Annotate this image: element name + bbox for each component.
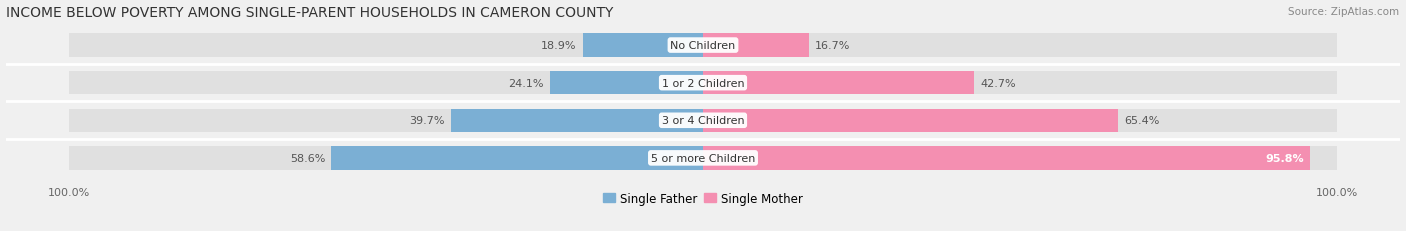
Bar — [550, 72, 703, 95]
Text: 16.7%: 16.7% — [815, 41, 851, 51]
Text: INCOME BELOW POVERTY AMONG SINGLE-PARENT HOUSEHOLDS IN CAMERON COUNTY: INCOME BELOW POVERTY AMONG SINGLE-PARENT… — [6, 6, 613, 19]
Text: 1 or 2 Children: 1 or 2 Children — [662, 78, 744, 88]
Bar — [69, 72, 703, 95]
Bar — [703, 34, 1337, 58]
Bar — [703, 109, 1118, 132]
Text: 24.1%: 24.1% — [509, 78, 544, 88]
Bar — [703, 109, 1337, 132]
Legend: Single Father, Single Mother: Single Father, Single Mother — [599, 187, 807, 209]
Bar — [69, 147, 703, 170]
Bar — [703, 72, 1337, 95]
Text: 95.8%: 95.8% — [1265, 153, 1305, 163]
Text: 58.6%: 58.6% — [290, 153, 325, 163]
Bar — [69, 109, 703, 132]
Bar — [451, 109, 703, 132]
Bar — [703, 147, 1310, 170]
Text: Source: ZipAtlas.com: Source: ZipAtlas.com — [1288, 7, 1399, 17]
Text: 18.9%: 18.9% — [541, 41, 576, 51]
Text: 65.4%: 65.4% — [1123, 116, 1160, 126]
Bar — [703, 72, 974, 95]
Text: 39.7%: 39.7% — [409, 116, 444, 126]
Text: 42.7%: 42.7% — [980, 78, 1015, 88]
Bar — [703, 34, 808, 58]
Bar — [69, 34, 703, 58]
Text: No Children: No Children — [671, 41, 735, 51]
Bar — [703, 147, 1337, 170]
Text: 5 or more Children: 5 or more Children — [651, 153, 755, 163]
Bar — [332, 147, 703, 170]
Bar — [583, 34, 703, 58]
Text: 3 or 4 Children: 3 or 4 Children — [662, 116, 744, 126]
